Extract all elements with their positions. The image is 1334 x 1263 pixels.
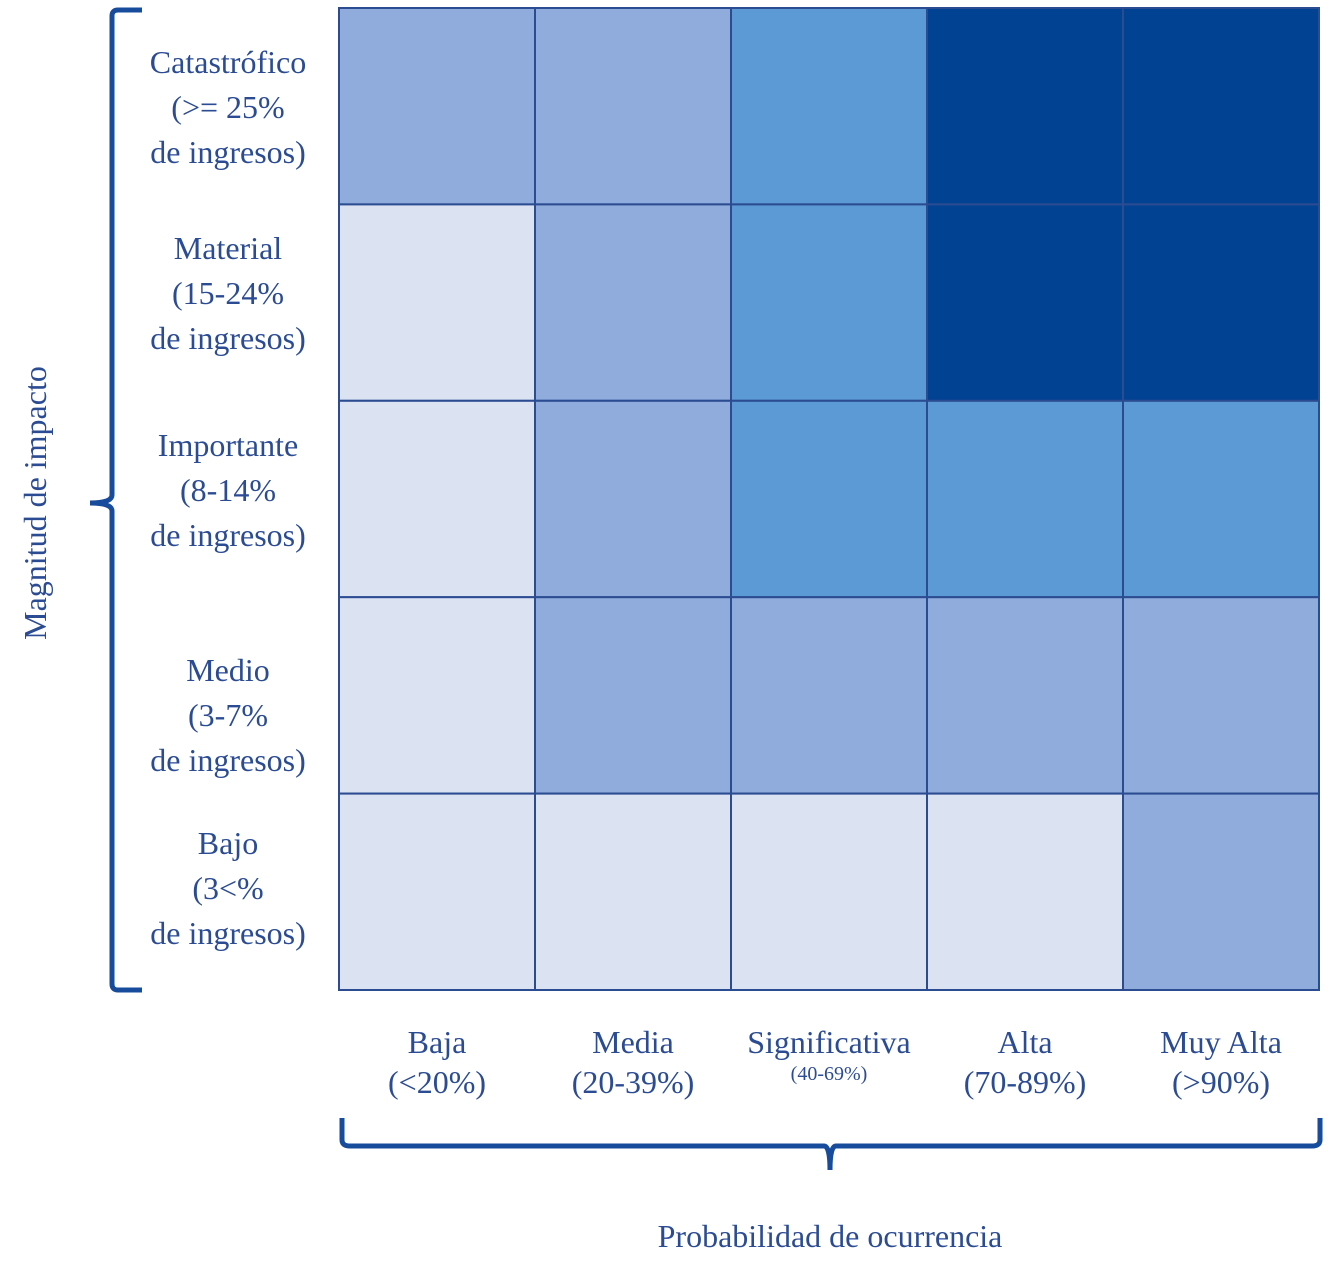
col-range: (20-39%) [571,1064,695,1100]
row-label-catastrofico: Catastrófico (>= 25% de ingresos) [110,40,346,175]
col-label-alta: Alta (70-89%) [927,1022,1123,1102]
heatmap-cell-r0-c0 [338,7,536,206]
row-suffix: de ingresos) [150,320,306,356]
heatmap-cell-r0-c1 [534,7,732,206]
heatmap-cell-r0-c3 [926,7,1124,206]
heatmap-cell-r3-c1 [534,596,732,795]
col-label-media: Media (20-39%) [535,1022,731,1102]
heatmap-cell-r2-c3 [926,399,1124,599]
row-label-medio: Medio (3-7% de ingresos) [110,648,346,783]
heatmap-cell-r2-c4 [1122,399,1320,599]
col-label-baja: Baja (<20%) [339,1022,535,1102]
col-name: Media [592,1024,674,1060]
row-range: (3-7% [188,697,268,733]
heatmap-cell-r4-c2 [730,792,928,991]
y-axis-title: Magnitud de impacto [17,366,53,640]
row-range: (>= 25% [171,89,285,125]
heatmap-cell-r4-c0 [338,792,536,991]
heatmap-cell-r4-c1 [534,792,732,991]
row-suffix: de ingresos) [150,517,306,553]
row-suffix: de ingresos) [150,742,306,778]
heatmap-cell-r1-c3 [926,203,1124,402]
row-name: Medio [186,652,270,688]
heatmap-cell-r0-c4 [1122,7,1320,206]
row-label-material: Material (15-24% de ingresos) [110,226,346,361]
heatmap-cell-r3-c2 [730,596,928,795]
col-name: Significativa [747,1024,911,1060]
col-label-significativa: Significativa (40-69%) [731,1022,927,1086]
row-name: Catastrófico [149,44,307,80]
row-label-bajo: Bajo (3<% de ingresos) [110,821,346,956]
y-axis-bracket [89,7,142,993]
heatmap-cell-r3-c0 [338,596,536,795]
heatmap-cell-r4-c3 [926,792,1124,991]
heatmap-cell-r2-c2 [730,399,928,599]
col-range: (70-89%) [963,1064,1087,1100]
col-name: Muy Alta [1160,1024,1282,1060]
row-range: (8-14% [180,472,276,508]
row-name: Material [173,230,283,266]
heatmap-cell-r1-c2 [730,203,928,402]
col-name: Alta [997,1024,1053,1060]
col-range: (<20%) [387,1064,486,1100]
heatmap-cell-r1-c4 [1122,203,1320,402]
row-name: Bajo [197,825,259,861]
col-range: (>90%) [1171,1064,1270,1100]
heatmap-cell-r1-c0 [338,203,536,402]
heatmap-cell-r3-c4 [1122,596,1320,795]
col-name: Baja [407,1024,467,1060]
col-label-muy-alta: Muy Alta (>90%) [1123,1022,1319,1102]
heatmap-cell-r2-c0 [338,399,536,599]
heatmap-cell-r3-c3 [926,596,1124,795]
row-range: (3<% [192,870,264,906]
row-suffix: de ingresos) [150,915,306,951]
row-suffix: de ingresos) [150,134,306,170]
row-name: Importante [157,427,299,463]
heatmap-cell-r2-c1 [534,399,732,599]
heatmap-cell-r1-c1 [534,203,732,402]
row-range: (15-24% [172,275,284,311]
heatmap-cell-r0-c2 [730,7,928,206]
x-axis-title: Probabilidad de ocurrencia [657,1218,1003,1254]
row-label-importante: Importante (8-14% de ingresos) [110,423,346,558]
x-axis-bracket [339,1118,1323,1171]
heatmap-cell-r4-c4 [1122,792,1320,991]
heatmap-cells [338,7,1320,991]
col-range: (40-69%) [790,1063,868,1085]
